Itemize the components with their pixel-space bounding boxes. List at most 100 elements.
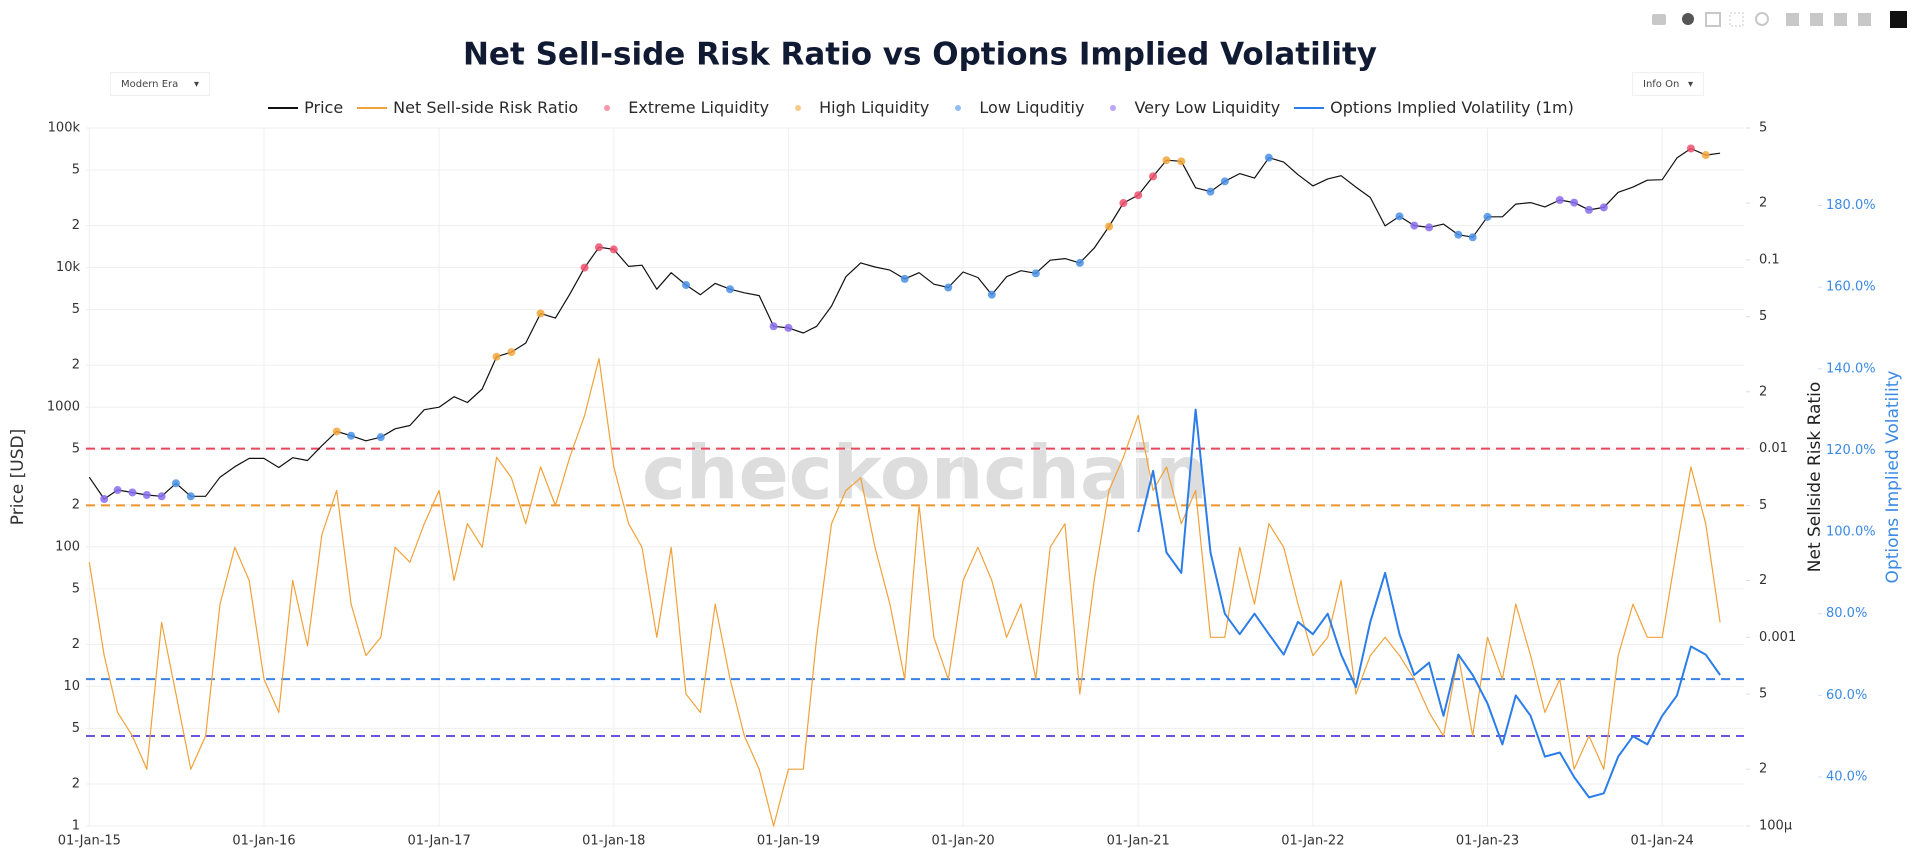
liquidity-marker <box>1177 157 1186 166</box>
y3-tick-label: 180.0% <box>1826 198 1876 213</box>
liquidity-marker <box>1555 195 1564 204</box>
legend-swatch <box>1294 106 1325 109</box>
zoom-out-icon[interactable] <box>1810 13 1823 26</box>
liquidity-marker <box>1220 177 1229 186</box>
y-tick-label: 1 <box>72 819 80 834</box>
legend-label: Very Low Liquidity <box>1134 98 1281 117</box>
legend-item[interactable]: Low Liquditiy <box>943 98 1084 117</box>
liquidity-marker <box>1686 144 1695 153</box>
dropdown-arrow: ▾ <box>1687 78 1693 90</box>
legend-item[interactable]: Options Implied Volatility (1m) <box>1294 98 1574 117</box>
select-icon[interactable] <box>1729 12 1744 27</box>
dropdown-arrow: ▾ <box>193 78 199 90</box>
info-dropdown[interactable]: Info On ▾ <box>1632 72 1704 96</box>
legend-swatch <box>955 104 962 111</box>
legend-label: Extreme Liquidity <box>628 98 770 117</box>
legend-swatch <box>604 104 611 111</box>
liquidity-marker <box>157 492 166 501</box>
legend-symbol <box>604 104 611 111</box>
camera-icon[interactable] <box>1652 14 1666 25</box>
y-tick-label: 100k <box>48 121 81 136</box>
liquidity-marker <box>1410 221 1419 230</box>
liquidity-marker <box>987 290 996 299</box>
liquidity-marker <box>128 488 137 497</box>
x-tick-label: 01-Jan-20 <box>931 834 994 849</box>
x-tick-label: 01-Jan-22 <box>1281 834 1344 849</box>
y3-tick-label: 80.0% <box>1826 606 1867 621</box>
legend-item[interactable]: Price <box>268 98 343 117</box>
legend-item[interactable]: Very Low Liquidity <box>1098 98 1280 117</box>
legend-swatch <box>357 106 388 109</box>
legend-label: Options Implied Volatility (1m) <box>1330 98 1574 117</box>
y2-tick-label: 2 <box>1759 762 1767 777</box>
liquidity-marker <box>1599 203 1608 212</box>
x-tick-label: 01-Jan-24 <box>1631 834 1694 849</box>
pan-icon[interactable] <box>1705 12 1721 27</box>
liquidity-marker <box>1105 222 1114 231</box>
y-tick-label: 5 <box>72 581 80 596</box>
modebar <box>1652 11 1907 28</box>
y3-tick-label: 140.0% <box>1826 361 1876 376</box>
legend-swatch <box>1110 104 1117 111</box>
y-tick-label: 1000 <box>47 400 80 415</box>
legend-label: High Liquidity <box>819 98 930 117</box>
y-tick-label: 2 <box>72 358 80 373</box>
y-tick-label: 2 <box>72 218 80 233</box>
y2-tick-label: 2 <box>1759 384 1767 399</box>
liquidity-marker <box>726 285 735 294</box>
autoscale-icon[interactable] <box>1834 13 1847 26</box>
liquidity-marker <box>594 243 603 252</box>
liquidity-marker <box>1031 269 1040 278</box>
liquidity-marker <box>536 309 545 318</box>
y-tick-label: 2 <box>72 497 80 512</box>
liquidity-marker <box>113 486 122 495</box>
legend-item[interactable]: High Liquidity <box>783 98 929 117</box>
liquidity-marker <box>507 348 516 357</box>
liquidity-marker <box>1584 205 1593 214</box>
liquidity-marker <box>944 283 953 292</box>
y-tick-label: 5 <box>72 302 80 317</box>
liquidity-marker <box>1468 233 1477 242</box>
series-line <box>1137 408 1721 799</box>
y-tick-label: 10 <box>63 679 80 694</box>
legend: Price Net Sell-side Risk Ratio Extreme Liq… <box>0 98 1842 117</box>
liquidity-marker <box>784 323 793 332</box>
info-label: Info On <box>1643 78 1680 90</box>
liquidity-marker <box>142 490 151 499</box>
legend-swatch <box>795 104 802 111</box>
liquidity-marker <box>1483 212 1492 221</box>
liquidity-marker <box>1701 151 1710 160</box>
liquidity-marker <box>1162 156 1171 165</box>
liquidity-marker <box>1570 198 1579 207</box>
y3-tick-label: 160.0% <box>1826 280 1876 295</box>
x-tick-label: 01-Jan-17 <box>408 834 471 849</box>
liquidity-marker <box>1119 199 1128 208</box>
reset-icon[interactable] <box>1858 13 1871 26</box>
liquidity-marker <box>682 281 691 290</box>
y2-tick-label: 0.001 <box>1759 630 1796 645</box>
y-tick-label: 2 <box>72 776 80 791</box>
zoom-in-icon[interactable] <box>1786 13 1799 26</box>
zoom-icon[interactable] <box>1682 13 1694 25</box>
liquidity-marker <box>1075 258 1084 267</box>
x-tick-label: 01-Jan-15 <box>58 834 121 849</box>
legend-symbol <box>795 104 802 111</box>
plotly-logo[interactable] <box>1890 11 1907 28</box>
x-tick-label: 01-Jan-23 <box>1456 834 1519 849</box>
legend-item[interactable]: Extreme Liquidity <box>592 98 769 117</box>
y-axis-title: Price [USD] <box>8 429 28 525</box>
lasso-icon[interactable] <box>1755 12 1769 26</box>
y-tick-label: 2 <box>72 637 80 652</box>
legend-item[interactable]: Net Sell-side Risk Ratio <box>357 98 578 117</box>
liquidity-marker <box>900 274 909 283</box>
liquidity-marker <box>332 427 341 436</box>
legend-label: Low Liquditiy <box>979 98 1085 117</box>
y-tick-label: 5 <box>72 163 80 178</box>
liquidity-marker <box>1134 191 1143 200</box>
y3-tick-label: 100.0% <box>1826 525 1876 540</box>
y2-tick-label: 2 <box>1759 196 1767 211</box>
liquidity-marker <box>1149 172 1158 181</box>
liquidity-marker <box>186 492 195 501</box>
era-dropdown[interactable]: Modern Era ▾ <box>110 72 210 96</box>
